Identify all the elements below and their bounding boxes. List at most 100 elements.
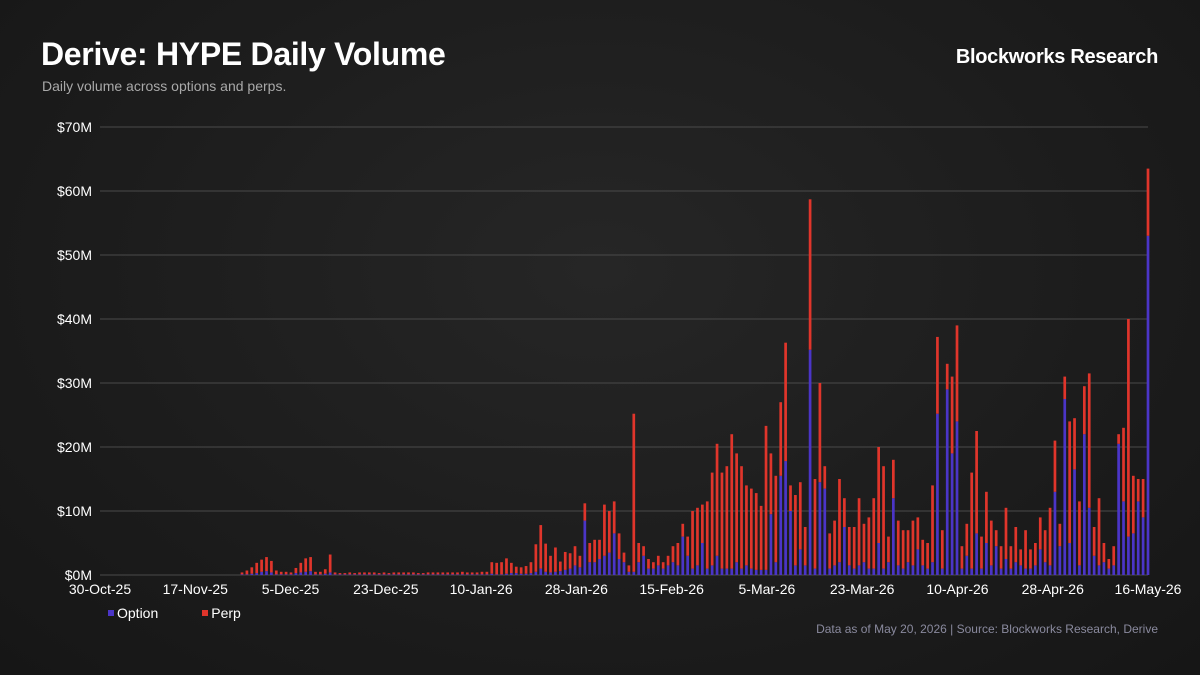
bar-perp [392, 572, 396, 575]
bar-option [945, 389, 949, 575]
bar-option [1112, 565, 1116, 575]
legend-swatch-option [108, 610, 114, 616]
bar-perp [818, 383, 822, 483]
bar-option [666, 565, 670, 575]
bar-option [563, 569, 567, 575]
x-tick-label: 23-Mar-26 [830, 581, 895, 597]
bar-option [1097, 565, 1101, 575]
bar-perp [931, 485, 934, 563]
bar-perp [421, 573, 425, 575]
bar-perp [323, 569, 327, 574]
bar-option [299, 572, 303, 575]
bar-perp [265, 557, 268, 572]
bar-perp [1038, 517, 1042, 550]
bar-perp [975, 431, 978, 534]
x-tick-label: 17-Nov-25 [163, 581, 229, 597]
bar-perp [794, 495, 797, 566]
bar-perp [510, 562, 513, 574]
bar-option [784, 461, 787, 575]
bar-option [367, 574, 371, 575]
grid-layer [100, 126, 1148, 576]
bar-option [456, 574, 459, 575]
bar-perp [607, 511, 611, 553]
bar-option [392, 574, 396, 575]
bar-perp [1092, 527, 1096, 556]
bar-perp [441, 572, 445, 575]
bar-option [965, 555, 969, 575]
bar-perp [240, 572, 244, 575]
bar-option [431, 574, 435, 575]
bar-option [715, 555, 719, 575]
bar-perp [583, 503, 587, 521]
bar-perp [333, 572, 337, 575]
bar-option [745, 565, 748, 575]
bar-perp [1058, 523, 1062, 547]
bar-perp [867, 517, 871, 569]
bar-perp [828, 533, 832, 569]
bar-perp [960, 546, 964, 569]
bar-option [852, 568, 856, 575]
bar-perp [735, 453, 738, 563]
bar-perp [519, 567, 523, 574]
bar-option [749, 568, 753, 575]
y-tick-label: $20M [57, 439, 92, 455]
bar-option [260, 571, 263, 575]
bar-perp [617, 533, 621, 559]
bar-perp [887, 536, 890, 563]
bar-perp [970, 472, 974, 569]
x-tick-label: 10-Jan-26 [450, 581, 513, 597]
bar-option [382, 574, 386, 575]
bar-perp [407, 572, 410, 575]
bar-option [568, 568, 572, 575]
bar-option [314, 574, 317, 575]
bar-option [975, 533, 978, 575]
bar-option [960, 568, 964, 575]
bar-option [1078, 565, 1081, 575]
bar-perp [505, 558, 508, 574]
bar-perp [740, 466, 743, 569]
x-tick-label: 23-Dec-25 [353, 581, 419, 597]
chart-title: Derive: HYPE Daily Volume [41, 36, 446, 72]
bar-option [510, 573, 513, 575]
bar-option [612, 533, 616, 575]
bar-option [539, 568, 543, 575]
bar-perp [1127, 319, 1130, 537]
bar-option [794, 565, 797, 575]
bar-perp [906, 530, 910, 563]
bar-perp [578, 555, 582, 568]
bar-perp [1029, 549, 1032, 569]
bar-perp [1014, 527, 1018, 563]
x-tick-label: 5-Mar-26 [739, 581, 796, 597]
bar-perp [612, 501, 616, 534]
bar-option [245, 574, 249, 575]
bar-perp [666, 555, 670, 566]
bar-option [387, 574, 391, 575]
bar-option [936, 413, 939, 575]
bar-option [529, 573, 533, 575]
bar-option [377, 574, 381, 575]
bar-perp [745, 485, 748, 566]
bar-perp [593, 539, 596, 563]
bar-option [843, 527, 846, 575]
bar-perp [1146, 168, 1150, 236]
bar-perp [1034, 543, 1037, 566]
bar-perp [436, 572, 440, 575]
bar-option [573, 565, 577, 575]
legend-item-perp[interactable]: Perp [202, 605, 241, 621]
bar-option [730, 568, 734, 575]
bar-perp [691, 511, 694, 569]
bar-option [1122, 501, 1125, 575]
bar-perp [539, 525, 543, 569]
bar-option [857, 565, 861, 575]
bar-perp [1112, 546, 1116, 566]
bar-option [1063, 399, 1067, 575]
bar-perp [926, 543, 929, 569]
bar-option [1034, 565, 1037, 575]
bar-perp [715, 443, 719, 556]
bar-option [490, 573, 494, 575]
bar-perp [328, 554, 332, 573]
legend-item-option[interactable]: Option [108, 605, 158, 621]
bar-option [676, 565, 680, 575]
y-tick-label: $50M [57, 247, 92, 263]
bar-option [514, 573, 518, 575]
